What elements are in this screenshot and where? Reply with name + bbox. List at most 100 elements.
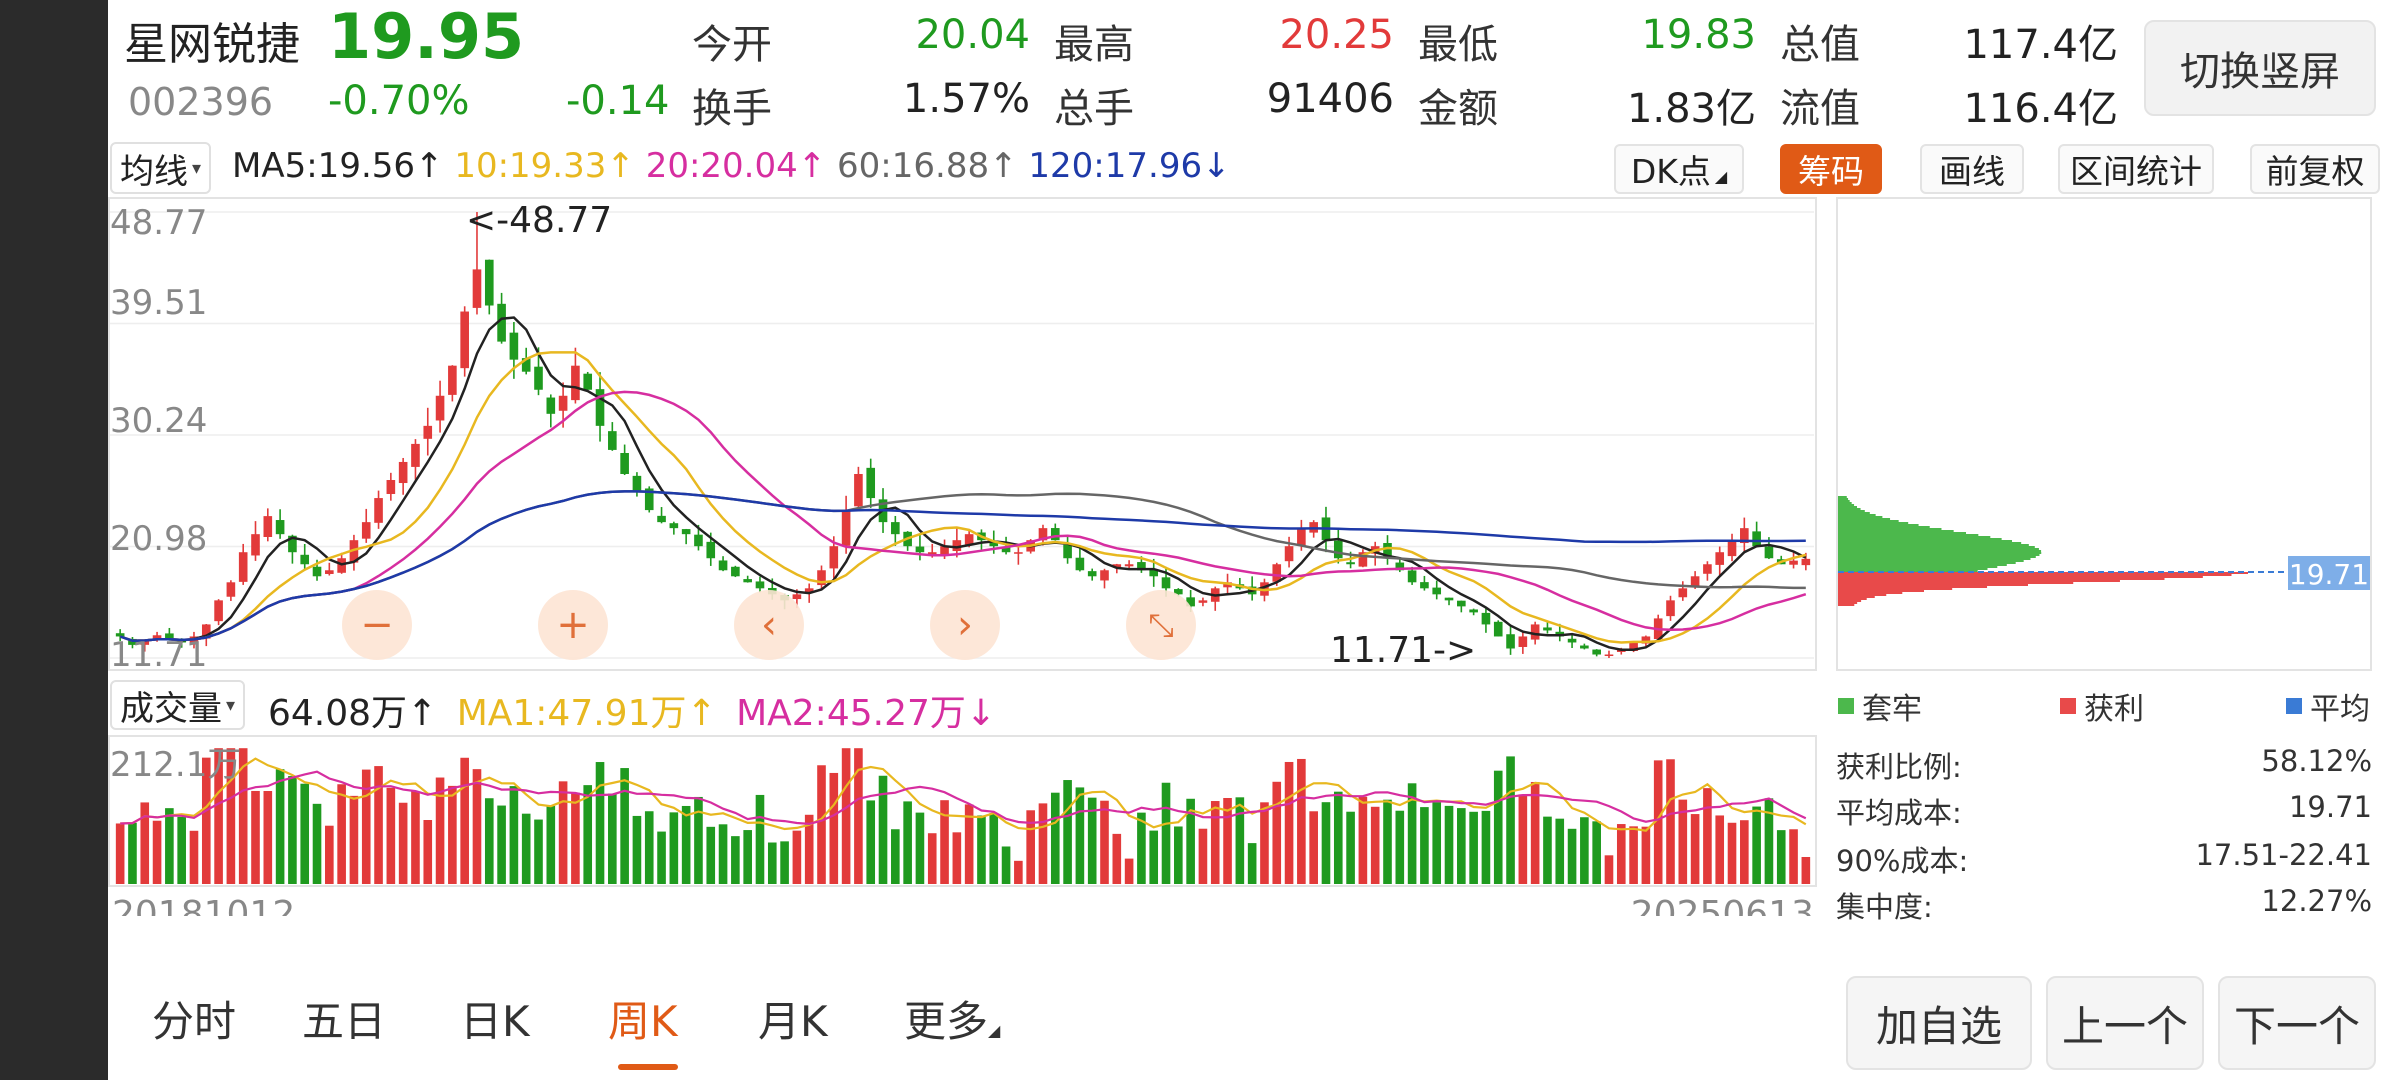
dk-point-button[interactable]: DK点 ◢ <box>1614 144 1744 194</box>
tab-daily-k[interactable]: 日K <box>460 997 530 1046</box>
volume-bar <box>694 796 703 884</box>
profit-ratio-label: 获利比例: <box>1836 750 1962 784</box>
avg-cost-value: 19.71 <box>2288 790 2372 824</box>
candle-body <box>435 395 445 421</box>
volume-bar <box>238 748 248 884</box>
chip-bar <box>1838 508 1861 510</box>
add-watchlist-button[interactable]: 加自选 <box>1846 976 2032 1070</box>
candle-body <box>1001 547 1011 553</box>
max-price-annotation: <-48.77 <box>466 200 612 241</box>
current-price-tag-text: 19.71 <box>2289 558 2369 591</box>
interval-stats-button[interactable]: 区间统计 <box>2058 144 2214 194</box>
price-axis-label-1: 48.77 <box>110 203 207 243</box>
candle-body <box>312 566 322 577</box>
tab-monthly-k[interactable]: 月K <box>758 997 828 1046</box>
pan-left-button[interactable]: ‹ <box>734 590 804 660</box>
chip-button[interactable]: 筹码 <box>1780 144 1882 194</box>
indicator-dropdown[interactable]: 均线 ▾ <box>110 142 212 194</box>
volume-bar <box>841 748 851 884</box>
candle-body <box>657 515 666 523</box>
candle-body <box>1715 552 1725 565</box>
candle-body <box>1161 577 1171 589</box>
candle-body <box>644 488 654 511</box>
tab-more[interactable]: 更多◢ <box>904 988 1000 1049</box>
chip-bar <box>1838 598 1867 600</box>
pan-right-button[interactable]: › <box>930 590 1000 660</box>
candle-body <box>571 365 580 401</box>
ma-values: MA5:19.56↑ 10:19.33↑ 20:20.04↑ 60:16.88↑… <box>232 146 1231 186</box>
volume-axis-label: 212.1万 <box>110 745 241 785</box>
volume-bar <box>386 787 396 884</box>
volume-ma2-value: MA2:45.27万↓ <box>736 693 997 734</box>
low-label: 最低 <box>1418 22 1498 68</box>
previous-stock-button[interactable]: 上一个 <box>2046 976 2204 1070</box>
legend-profit-label: 获利 <box>2084 692 2144 727</box>
price-axis-label-3: 30.24 <box>110 401 207 441</box>
zoom-in-button[interactable]: + <box>538 590 608 660</box>
volume-bar <box>558 781 568 884</box>
volume-bar <box>546 806 556 884</box>
candle-body <box>1284 546 1294 562</box>
candle-body <box>1137 562 1146 571</box>
switch-portrait-button[interactable]: 切换竖屏 <box>2144 20 2376 116</box>
float-cap-label: 流值 <box>1780 86 1860 132</box>
candle-body <box>1801 558 1811 566</box>
volume-bar <box>1075 787 1085 884</box>
volume-bar <box>1001 846 1011 884</box>
shrink-icon: ⤡ <box>1148 605 1174 644</box>
volume-bar <box>1555 818 1565 884</box>
volume-bar <box>952 832 962 884</box>
tab-weekly-k[interactable]: 周K <box>608 997 678 1046</box>
candle-body <box>1383 543 1392 559</box>
chip-bar <box>1838 544 2029 546</box>
chip-bar <box>1838 524 1919 526</box>
volume-bar <box>1247 843 1257 884</box>
chip-bar <box>1838 502 1852 504</box>
legend-average: 平均 <box>2286 684 2370 728</box>
candle-body <box>1395 562 1405 571</box>
volume-bar <box>288 776 297 884</box>
candle-body <box>374 498 383 523</box>
volume-indicator-dropdown[interactable]: 成交量 ▾ <box>110 680 246 730</box>
volume-bar <box>1678 799 1688 884</box>
float-cap-value: 116.4亿 <box>1963 86 2118 132</box>
volume-bar <box>1457 808 1466 884</box>
volume-bar <box>891 829 900 884</box>
volume-bar <box>1284 761 1294 884</box>
volume-bar <box>1161 782 1171 884</box>
candle-body <box>792 594 802 600</box>
zoom-out-button[interactable]: − <box>342 590 412 660</box>
volume-bar <box>903 801 912 884</box>
turnover-value: 1.57% <box>902 76 1030 122</box>
chip-bar <box>1838 554 2040 556</box>
candle-body <box>915 546 925 553</box>
ma20-line <box>119 390 1807 642</box>
reset-zoom-button[interactable]: ⤡ <box>1126 590 1196 660</box>
candle-body <box>1333 540 1343 559</box>
ma10-line <box>119 351 1807 644</box>
next-stock-button[interactable]: 下一个 <box>2218 976 2376 1070</box>
candle-body <box>398 461 408 484</box>
forward-adjust-button[interactable]: 前复权 <box>2250 144 2380 194</box>
kline-chart[interactable]: 48.77 39.51 30.24 20.98 11.71 <-48.77 11… <box>108 196 1818 916</box>
draw-line-button[interactable]: 画线 <box>1920 144 2024 194</box>
volume-bar <box>398 802 408 884</box>
tab-five-day[interactable]: 五日 <box>302 997 387 1046</box>
plus-icon: + <box>556 602 590 648</box>
candle-body <box>238 552 248 582</box>
volume-bar <box>1333 791 1343 884</box>
volume-bar <box>1690 814 1700 884</box>
volume-bar <box>1370 806 1380 884</box>
stock-code: 002396 <box>128 80 274 124</box>
candle-body <box>1530 624 1540 640</box>
volume-bar <box>977 815 986 884</box>
change-percent: -0.70% <box>328 78 470 124</box>
volume-bar <box>1703 788 1712 884</box>
tab-intraday[interactable]: 分时 <box>152 997 237 1046</box>
candle-body <box>1087 571 1097 577</box>
candle-body <box>558 395 568 411</box>
chip-bar <box>1838 552 2042 554</box>
volume-bar <box>460 757 469 884</box>
volume-bar <box>1149 830 1159 884</box>
candle-body <box>804 588 814 593</box>
